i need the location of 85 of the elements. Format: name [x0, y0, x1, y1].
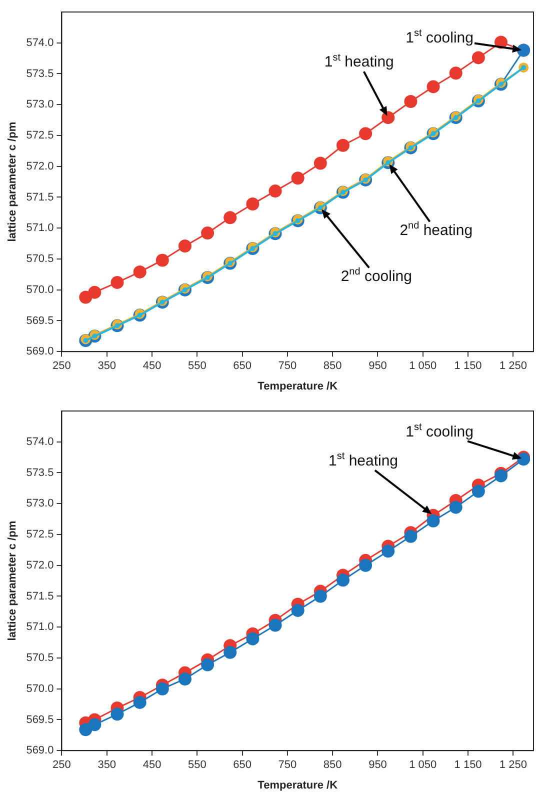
x-tick-label: 650: [233, 360, 252, 372]
point: [224, 646, 237, 659]
x-tick-label: 350: [98, 360, 116, 372]
x-tick-label: 1 250: [499, 759, 527, 772]
x-tick-label: 550: [188, 360, 206, 372]
point: [201, 226, 214, 240]
x-tick-label: 1 150: [454, 360, 482, 372]
y-tick-label: 574.0: [26, 36, 54, 49]
point: [133, 265, 146, 278]
point: [336, 138, 350, 152]
point: [314, 156, 327, 170]
x-tick-label: 950: [368, 759, 387, 772]
y-tick-label: 571.0: [26, 222, 54, 234]
y-axis-title: lattice parameter c /pm: [6, 122, 19, 242]
x-tick-label: 1 150: [454, 759, 482, 772]
point: [359, 127, 372, 140]
point: [88, 286, 102, 299]
point: [291, 604, 304, 617]
x-axis-title: Temperature /K: [258, 779, 338, 792]
y-tick-label: 569.0: [26, 744, 54, 757]
point: [472, 484, 485, 498]
x-tick-label: 250: [52, 360, 71, 372]
point: [133, 696, 146, 709]
point: [79, 723, 92, 736]
point: [268, 618, 282, 632]
x-tick-label: 450: [142, 360, 162, 372]
x-tick-label: 850: [323, 759, 342, 772]
point: [246, 632, 260, 646]
point: [291, 172, 304, 185]
y-tick-label: 571.5: [26, 191, 54, 204]
x-tick-label: 650: [233, 759, 252, 772]
y-tick-label: 572.5: [26, 528, 54, 541]
y-tick-label: 574.0: [26, 436, 54, 448]
y-tick-label: 570.5: [26, 253, 54, 266]
point: [110, 276, 124, 289]
x-tick-label: 250: [52, 759, 71, 772]
y-tick-label: 570.0: [26, 682, 54, 695]
y-tick-label: 572.0: [26, 160, 54, 172]
point: [110, 708, 124, 721]
point: [404, 530, 418, 543]
y-tick-label: 569.5: [26, 714, 54, 726]
point: [178, 240, 192, 253]
point: [426, 514, 440, 528]
y-tick-label: 573.0: [26, 498, 54, 510]
y-tick-label: 569.5: [26, 314, 54, 327]
point: [201, 658, 214, 672]
x-tick-label: 350: [98, 759, 116, 772]
point: [382, 111, 395, 124]
point: [449, 66, 462, 80]
x-tick-label: 450: [142, 759, 162, 772]
point: [178, 672, 192, 686]
point: [404, 95, 418, 108]
y-tick-label: 571.0: [26, 621, 54, 634]
y-tick-label: 571.5: [26, 590, 54, 602]
x-tick-label: 1 250: [499, 360, 527, 372]
y-tick-label: 573.0: [26, 98, 54, 111]
y-tick-label: 570.5: [26, 652, 54, 664]
point: [472, 51, 485, 64]
x-tick-label: 1 050: [409, 360, 437, 372]
x-tick-label: 850: [323, 360, 342, 372]
point: [449, 500, 462, 514]
point: [156, 254, 169, 267]
point: [268, 184, 282, 198]
y-tick-label: 570.0: [26, 284, 54, 296]
point: [336, 574, 350, 587]
y-tick-label: 569.0: [26, 346, 54, 358]
x-tick-label: 950: [368, 360, 387, 372]
x-axis-title: Temperature /K: [258, 380, 338, 392]
y-axis-title: lattice parameter c /pm: [6, 520, 19, 641]
point: [359, 558, 372, 572]
x-tick-label: 550: [188, 759, 206, 772]
x-tick-label: 750: [278, 759, 297, 772]
point: [382, 544, 395, 558]
x-tick-label: 1 050: [409, 759, 437, 772]
y-tick-label: 573.5: [26, 68, 54, 80]
y-tick-label: 572.5: [26, 130, 54, 142]
y-tick-label: 573.5: [26, 466, 54, 479]
point: [426, 80, 440, 94]
point: [246, 198, 260, 211]
x-tick-label: 750: [278, 360, 297, 372]
point: [314, 590, 327, 603]
y-tick-label: 572.0: [26, 559, 54, 572]
point: [494, 469, 508, 482]
point: [156, 682, 169, 696]
point: [224, 211, 237, 224]
